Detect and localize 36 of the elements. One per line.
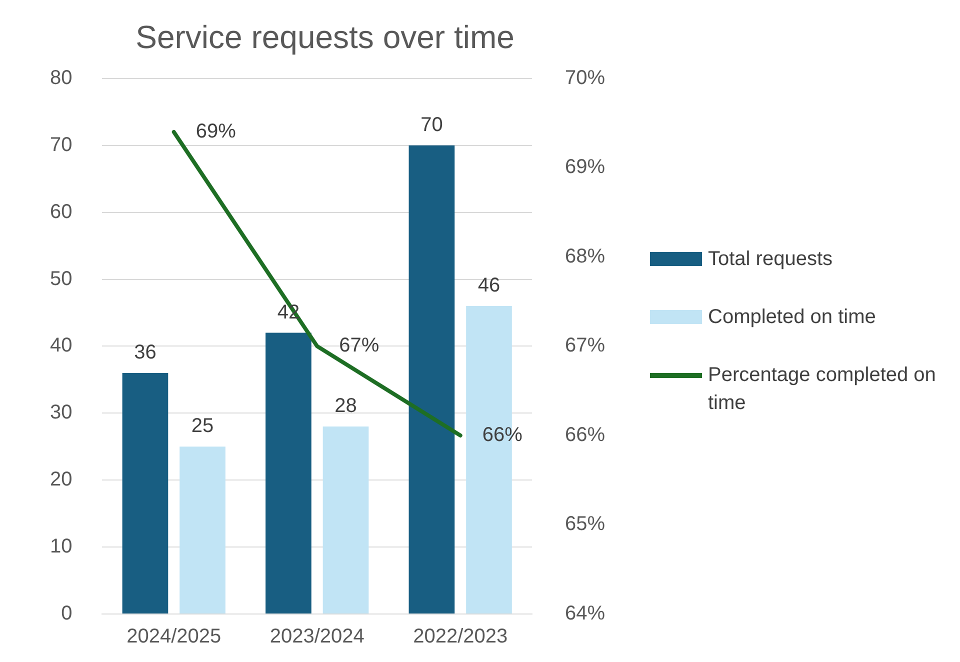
y2-tick-label: 66% <box>564 424 606 446</box>
bar <box>322 426 369 614</box>
data-label: 28 <box>334 395 357 418</box>
y-tick-label: 40 <box>50 334 72 357</box>
x-tick-label: 2024/2025 <box>126 626 222 648</box>
legend-label: Total requests <box>708 247 833 272</box>
y2-tick-label: 69% <box>564 156 606 178</box>
legend-label: Percentage completed on time <box>708 363 937 416</box>
data-label: 69% <box>196 120 236 142</box>
data-label: 70 <box>420 114 443 136</box>
bar <box>408 145 455 614</box>
data-label: 67% <box>339 334 380 357</box>
x-tick-label: 2022/2023 <box>413 626 508 648</box>
data-label: 25 <box>191 415 214 438</box>
data-label: 36 <box>134 341 156 364</box>
chart-title: Service requests over time <box>136 19 514 56</box>
y-tick-label: 20 <box>50 468 72 491</box>
y2-tick-label: 64% <box>564 602 606 625</box>
bar <box>180 446 226 614</box>
y-tick-label: 10 <box>50 536 72 558</box>
data-label: 46 <box>478 274 500 297</box>
y-tick-label: 60 <box>50 200 72 223</box>
data-label: 66% <box>482 424 523 446</box>
x-tick-label: 2023/2024 <box>270 626 364 648</box>
y-tick-label: 70 <box>50 134 72 156</box>
bar <box>122 372 168 614</box>
y2-tick-label: 65% <box>564 513 606 536</box>
y2-tick-label: 67% <box>564 334 606 357</box>
y-tick-label: 50 <box>50 268 72 290</box>
y-tick-label: 30 <box>50 402 72 424</box>
y-tick-label: 80 <box>50 66 72 89</box>
y-tick-label: 0 <box>61 602 72 625</box>
bar <box>266 332 312 614</box>
legend-label: Completed on time <box>708 305 876 330</box>
y2-tick-label: 68% <box>564 245 606 268</box>
y2-tick-label: 70% <box>564 66 606 89</box>
